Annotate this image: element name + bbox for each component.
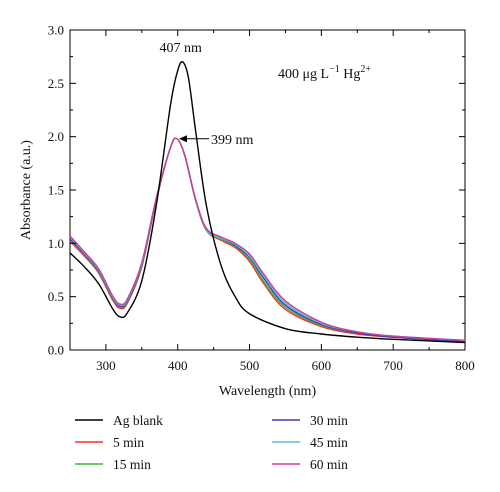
legend-label: 60 min (310, 457, 348, 472)
legend-label: 15 min (113, 457, 151, 472)
condition-mid: Hg (340, 67, 361, 82)
series-line-ag-blank (70, 61, 465, 344)
y-tick-label: 1.0 (48, 236, 64, 251)
annotations: 407 nm 399 nm 400 μg L−1 Hg2+ (160, 41, 372, 148)
x-tick-label: 400 (168, 358, 188, 373)
condition-sup1: −1 (329, 64, 340, 75)
y-tick-label: 0.5 (48, 289, 64, 304)
condition-main: 400 μg L (278, 67, 329, 82)
peak-399-label: 399 nm (211, 133, 254, 148)
x-tick-label: 600 (312, 358, 332, 373)
legend-label: Ag blank (113, 413, 163, 428)
axis-ticks (69, 29, 466, 351)
legend-label: 5 min (113, 435, 144, 450)
x-tick-label: 700 (383, 358, 403, 373)
y-axis-label: Absorbance (a.u.) (19, 140, 34, 240)
arrow-head-icon (179, 135, 188, 143)
x-tick-label: 800 (455, 358, 475, 373)
x-tick-label: 500 (240, 358, 260, 373)
axis-tick-labels: 300 400 500 600 700 800 0.0 0.5 1.0 1.5 2.0 2.5 3.0 (48, 23, 475, 374)
x-axis-label: Wavelength (nm) (219, 384, 317, 399)
condition-label: 400 μg L−1 Hg2+ (278, 64, 371, 82)
plot-frame (69, 29, 466, 351)
legend-label: 45 min (310, 435, 348, 450)
series-line-60-min (70, 137, 465, 342)
peak-407-label: 407 nm (160, 41, 203, 56)
y-tick-label: 0.0 (48, 343, 64, 358)
y-tick-label: 3.0 (48, 23, 64, 38)
x-tick-label: 300 (96, 358, 116, 373)
legend-label: 30 min (310, 413, 348, 428)
legend: Ag blank 5 min 15 min 30 min 45 min 60 min (75, 413, 348, 472)
y-tick-label: 2.0 (48, 129, 64, 144)
condition-sup2: 2+ (360, 64, 371, 75)
y-tick-label: 1.5 (48, 183, 64, 198)
series-curves (70, 61, 465, 344)
y-tick-label: 2.5 (48, 76, 64, 91)
